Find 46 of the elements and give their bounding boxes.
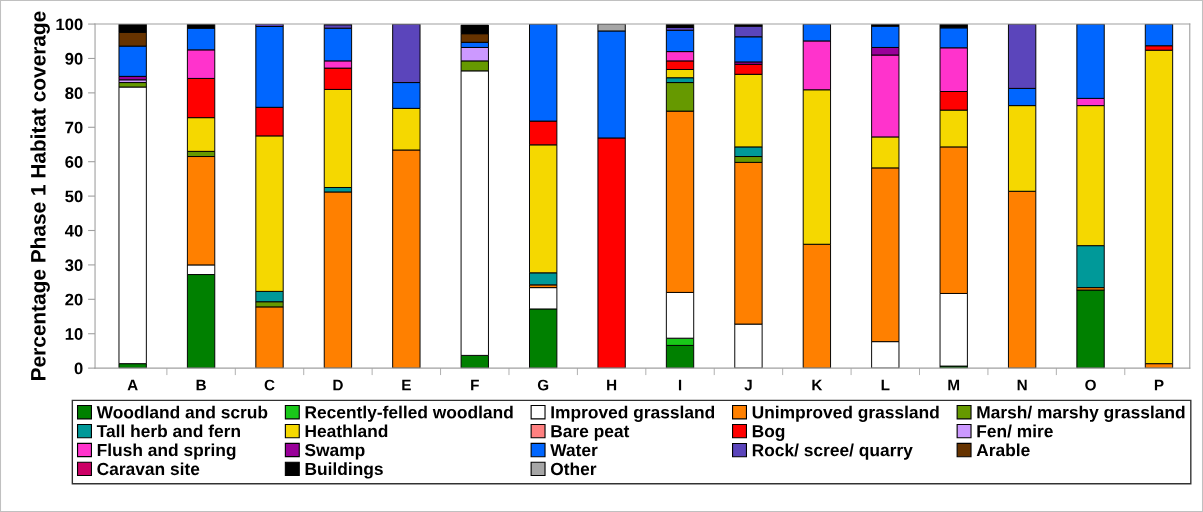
legend-label: Caravan site [97,462,200,476]
legend-label: Improved grassland [551,405,715,422]
x-tick-label: J [744,379,752,391]
x-tick-label: B [196,379,206,391]
y-tick-label: 30 [65,259,83,272]
x-tick-label: A [127,379,138,391]
x-tick-label: I [678,379,682,391]
legend-label: Marsh/ marshy grassland [977,405,1185,422]
legend-label: Bog [752,425,785,441]
legend-label: Unimproved grassland [752,405,939,422]
legend-label: Rock/ scree/ quarry [752,443,913,460]
y-tick-label: 80 [65,87,83,100]
legend-label: Fen/ mire [977,424,1053,438]
y-tick-label: 90 [65,52,83,65]
x-tick-label: L [881,379,890,391]
y-axis-title: Percentage Phase 1 Habitat coverage [30,11,50,380]
legend-label: Woodland and scrub [96,405,268,419]
legend-label: Recently-felled woodland [305,405,513,422]
x-tick-label: H [607,379,617,391]
legend-label: Flush and spring [97,443,236,460]
legend-label: Tall herb and fern [96,424,240,438]
y-tick-label: 70 [65,121,83,134]
x-tick-label: N [1017,379,1027,391]
legend-label: Water [550,444,598,457]
x-tick-label: K [812,379,823,391]
x-tick-label: O [1085,379,1096,391]
x-tick-label: F [471,379,479,391]
y-tick-label: 60 [65,156,83,168]
legend-label: Bare peat [551,425,630,441]
legend-label: Swamp [304,443,365,460]
y-tick-label: 100 [56,18,83,31]
y-tick-label: 40 [64,224,83,237]
x-tick-label: E [402,379,411,391]
legend-label: Arable [976,443,1030,457]
y-tick-label: 0 [74,362,83,375]
legend-label: Heathland [305,424,388,438]
x-tick-label: P [1154,379,1164,391]
x-tick-label: C [264,379,275,391]
x-tick-label: G [537,379,549,391]
legend-label: Buildings [305,462,383,479]
y-tick-label: 10 [65,328,83,340]
legend-label: Other [550,462,597,476]
x-tick-label: M [948,379,960,391]
y-tick-label: 20 [65,293,83,306]
x-tick-label: D [333,379,343,391]
y-tick-label: 50 [65,190,83,203]
